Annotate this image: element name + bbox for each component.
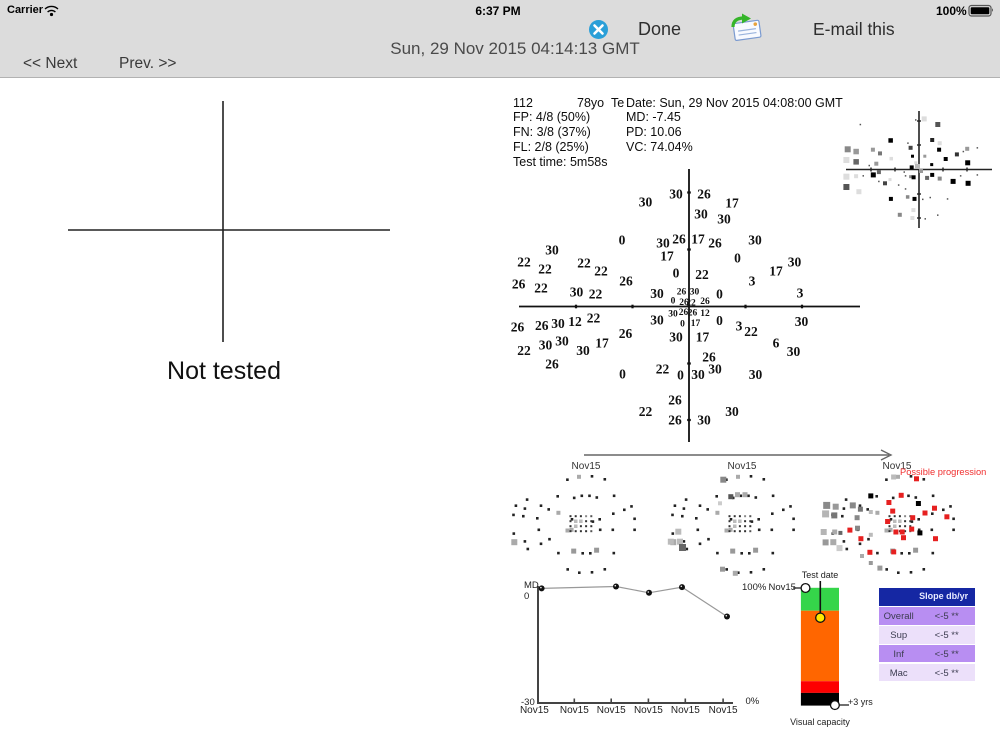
svg-text:26: 26 [697, 187, 711, 202]
svg-text:30: 30 [539, 338, 553, 353]
svg-text:0: 0 [677, 368, 684, 383]
svg-text:30: 30 [717, 212, 731, 227]
svg-text:17: 17 [769, 264, 783, 279]
svg-text:17: 17 [691, 232, 705, 247]
svg-text:26: 26 [679, 298, 689, 308]
svg-text:30: 30 [787, 344, 801, 359]
svg-text:26: 26 [535, 318, 549, 333]
svg-text:6: 6 [773, 336, 780, 351]
svg-text:22: 22 [639, 404, 653, 419]
svg-text:26: 26 [545, 357, 559, 372]
svg-text:26: 26 [511, 320, 525, 335]
svg-text:0: 0 [673, 266, 680, 281]
svg-text:0: 0 [716, 313, 723, 328]
svg-text:22: 22 [534, 281, 548, 296]
svg-text:26: 26 [708, 236, 722, 251]
svg-text:30: 30 [697, 413, 711, 428]
svg-text:26: 26 [702, 350, 716, 365]
svg-text:22: 22 [587, 311, 601, 326]
svg-text:30: 30 [690, 287, 700, 297]
svg-text:30: 30 [669, 330, 683, 345]
svg-text:0: 0 [619, 233, 626, 248]
svg-text:26: 26 [619, 326, 633, 341]
svg-text:22: 22 [517, 255, 531, 270]
svg-text:17: 17 [660, 249, 674, 264]
svg-text:22: 22 [538, 262, 552, 277]
svg-text:30: 30 [748, 233, 762, 248]
svg-text:17: 17 [696, 330, 710, 345]
svg-text:26: 26 [672, 232, 686, 247]
svg-text:30: 30 [639, 195, 653, 210]
svg-text:30: 30 [694, 207, 708, 222]
svg-text:12: 12 [568, 314, 582, 329]
svg-text:30: 30 [570, 285, 584, 300]
svg-text:30: 30 [555, 334, 569, 349]
svg-text:26: 26 [619, 274, 633, 289]
svg-text:3: 3 [736, 319, 743, 334]
svg-text:26: 26 [688, 308, 698, 318]
svg-text:30: 30 [725, 404, 739, 419]
svg-text:30: 30 [708, 362, 722, 377]
svg-text:26: 26 [679, 308, 689, 318]
svg-text:22: 22 [744, 324, 758, 339]
svg-text:26: 26 [700, 297, 710, 307]
svg-text:0: 0 [680, 319, 685, 329]
svg-text:30: 30 [691, 367, 705, 382]
svg-text:3: 3 [797, 286, 804, 301]
svg-text:22: 22 [686, 298, 696, 308]
svg-text:17: 17 [725, 196, 739, 211]
svg-text:30: 30 [650, 286, 664, 301]
svg-text:0: 0 [716, 287, 723, 302]
svg-text:26: 26 [512, 277, 526, 292]
svg-text:26: 26 [668, 413, 682, 428]
svg-text:17: 17 [595, 336, 609, 351]
svg-text:30: 30 [650, 313, 664, 328]
svg-text:30: 30 [749, 367, 763, 382]
svg-text:22: 22 [695, 267, 709, 282]
svg-text:22: 22 [656, 362, 670, 377]
svg-text:30: 30 [576, 343, 590, 358]
svg-text:0: 0 [734, 251, 741, 266]
svg-text:30: 30 [788, 255, 802, 270]
svg-text:22: 22 [589, 287, 603, 302]
svg-text:30: 30 [795, 314, 809, 329]
svg-text:22: 22 [577, 256, 591, 271]
svg-text:26: 26 [677, 287, 687, 297]
svg-text:30: 30 [668, 309, 678, 319]
svg-text:22: 22 [594, 264, 608, 279]
svg-text:0: 0 [671, 296, 676, 306]
svg-text:30: 30 [545, 243, 559, 258]
svg-text:22: 22 [517, 343, 531, 358]
svg-text:0: 0 [619, 367, 626, 382]
svg-text:30: 30 [669, 187, 683, 202]
svg-text:26: 26 [668, 393, 682, 408]
svg-text:30: 30 [551, 316, 565, 331]
svg-text:30: 30 [656, 236, 670, 251]
svg-text:3: 3 [749, 274, 756, 289]
svg-text:12: 12 [700, 309, 710, 319]
svg-text:17: 17 [691, 319, 701, 329]
